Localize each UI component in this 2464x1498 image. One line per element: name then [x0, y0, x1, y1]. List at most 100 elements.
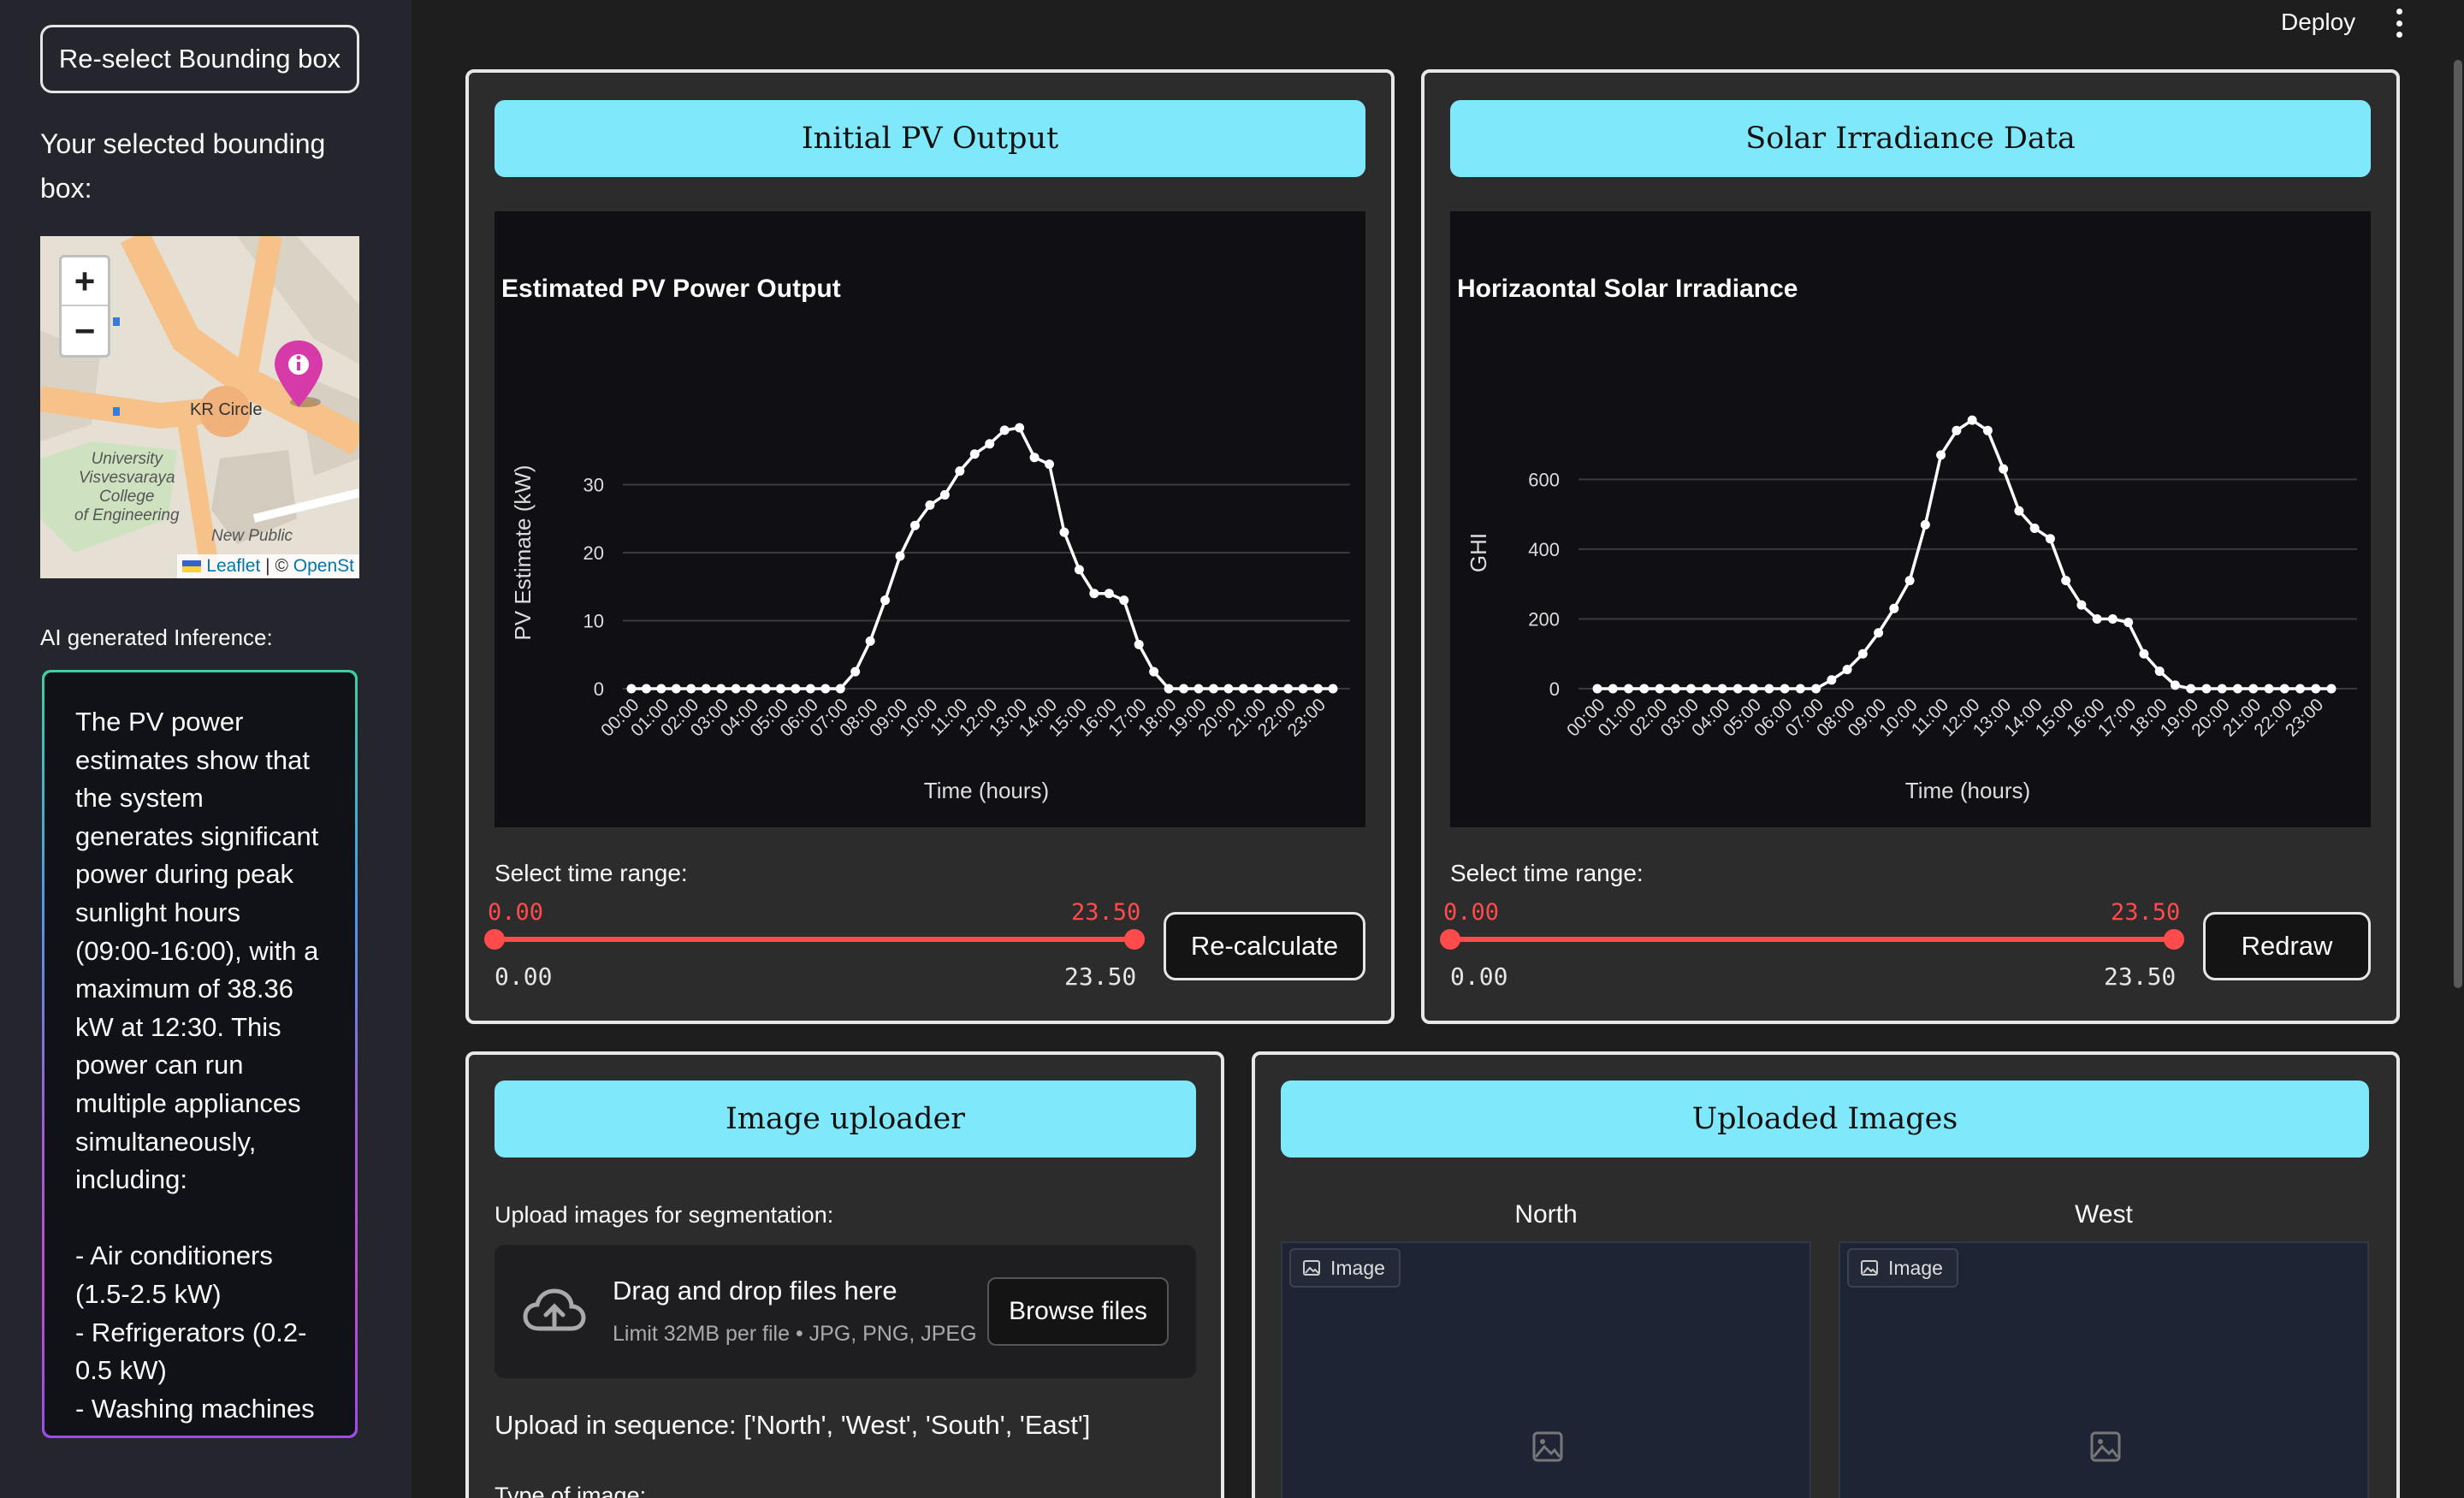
data-point[interactable]: [2311, 684, 2321, 694]
data-point[interactable]: [2123, 618, 2134, 628]
image-west[interactable]: Image: [1839, 1241, 2369, 1498]
irr-slider-low-thumb[interactable]: [1440, 929, 1460, 950]
data-point[interactable]: [1795, 684, 1805, 694]
data-point[interactable]: [2076, 600, 2087, 610]
pv-slider-track[interactable]: [495, 937, 1134, 942]
page-scrollbar[interactable]: [2454, 60, 2462, 988]
recalculate-button[interactable]: Re-calculate: [1164, 912, 1365, 980]
data-point[interactable]: [671, 684, 681, 694]
data-point[interactable]: [1328, 684, 1338, 694]
data-point[interactable]: [939, 489, 950, 500]
data-point[interactable]: [2295, 684, 2305, 694]
data-point[interactable]: [1119, 595, 1129, 606]
data-point[interactable]: [1074, 565, 1084, 575]
deploy-button[interactable]: Deploy: [2281, 9, 2356, 35]
data-point[interactable]: [1982, 425, 1993, 435]
data-point[interactable]: [1780, 684, 1790, 694]
data-point[interactable]: [1238, 684, 1248, 694]
ai-inference-text[interactable]: The PV power estimates show that the sys…: [44, 672, 355, 1436]
irradiance-chart[interactable]: Horizaontal Solar Irradiance 0 200 400 600 GH…: [1450, 211, 2371, 827]
data-point[interactable]: [2186, 684, 2196, 694]
data-point[interactable]: [2014, 506, 2024, 516]
data-point[interactable]: [2201, 684, 2212, 694]
data-point[interactable]: [1655, 684, 1665, 694]
data-point[interactable]: [1283, 684, 1294, 694]
reselect-bounding-box-button[interactable]: Re-select Bounding box: [40, 25, 359, 93]
data-point[interactable]: [1223, 684, 1234, 694]
data-point[interactable]: [1967, 415, 1977, 425]
data-point[interactable]: [1904, 576, 1915, 586]
data-point[interactable]: [2092, 613, 2102, 624]
data-point[interactable]: [1179, 684, 1189, 694]
data-point[interactable]: [1029, 453, 1040, 463]
data-point[interactable]: [969, 449, 980, 459]
data-point[interactable]: [909, 520, 920, 530]
data-point[interactable]: [2154, 666, 2165, 677]
data-point[interactable]: [2248, 684, 2259, 694]
data-point[interactable]: [1702, 684, 1712, 694]
data-point[interactable]: [1298, 684, 1308, 694]
data-point[interactable]: [1717, 684, 1727, 694]
data-point[interactable]: [1104, 589, 1114, 599]
data-point[interactable]: [1732, 684, 1743, 694]
data-point[interactable]: [1811, 684, 1821, 694]
data-point[interactable]: [1999, 464, 2009, 474]
irr-slider-track[interactable]: [1450, 937, 2174, 942]
browse-files-button[interactable]: Browse files: [987, 1277, 1169, 1346]
pv-slider-high-thumb[interactable]: [1124, 929, 1145, 950]
data-point[interactable]: [999, 425, 1010, 435]
data-point[interactable]: [1045, 459, 1055, 470]
data-point[interactable]: [1149, 666, 1159, 677]
data-point[interactable]: [1015, 423, 1025, 433]
redraw-button[interactable]: Redraw: [2203, 912, 2371, 980]
data-point[interactable]: [1686, 684, 1697, 694]
data-point[interactable]: [1827, 675, 1837, 685]
data-point[interactable]: [2279, 684, 2289, 694]
main-menu-icon[interactable]: [2392, 9, 2406, 38]
pv-chart[interactable]: Estimated PV Power Output 0 10 20 30 PV Estim…: [495, 211, 1365, 827]
data-point[interactable]: [1670, 684, 1680, 694]
data-point[interactable]: [791, 684, 801, 694]
data-point[interactable]: [2264, 684, 2274, 694]
data-point[interactable]: [2029, 523, 2040, 533]
pv-slider-low-thumb[interactable]: [484, 929, 505, 950]
data-point[interactable]: [1164, 684, 1174, 694]
data-point[interactable]: [2232, 684, 2242, 694]
map-marker-icon[interactable]: [271, 339, 326, 411]
osm-link[interactable]: OpenSt: [293, 556, 354, 576]
zoom-in-button[interactable]: +: [62, 258, 108, 306]
data-point[interactable]: [2170, 680, 2180, 690]
data-point[interactable]: [1608, 684, 1618, 694]
data-point[interactable]: [895, 551, 905, 561]
data-point[interactable]: [716, 684, 726, 694]
data-point[interactable]: [1857, 648, 1868, 659]
data-point[interactable]: [686, 684, 696, 694]
data-point[interactable]: [1874, 628, 1884, 638]
data-point[interactable]: [985, 439, 995, 449]
data-point[interactable]: [1313, 684, 1324, 694]
data-point[interactable]: [925, 500, 935, 510]
leaflet-link[interactable]: Leaflet: [206, 556, 261, 576]
data-point[interactable]: [701, 684, 711, 694]
data-point[interactable]: [775, 684, 785, 694]
ai-inference-box[interactable]: The PV power estimates show that the sys…: [42, 670, 358, 1438]
data-point[interactable]: [1592, 684, 1602, 694]
file-dropzone[interactable]: Drag and drop files here Limit 32MB per …: [495, 1245, 1196, 1378]
data-point[interactable]: [805, 684, 815, 694]
data-point[interactable]: [1089, 589, 1099, 599]
data-point[interactable]: [865, 636, 875, 646]
data-point[interactable]: [1059, 527, 1069, 537]
data-point[interactable]: [1624, 684, 1634, 694]
data-point[interactable]: [1208, 684, 1218, 694]
data-point[interactable]: [1764, 684, 1774, 694]
irr-slider-high-thumb[interactable]: [2164, 929, 2184, 950]
data-point[interactable]: [1268, 684, 1278, 694]
data-point[interactable]: [1194, 684, 1204, 694]
data-point[interactable]: [626, 684, 637, 694]
data-point[interactable]: [1842, 665, 1852, 675]
data-point[interactable]: [1749, 684, 1759, 694]
bounding-box-map[interactable]: + − KR Circle University Visvesvaraya Co…: [40, 236, 359, 578]
data-point[interactable]: [656, 684, 666, 694]
data-point[interactable]: [2326, 684, 2337, 694]
data-point[interactable]: [1920, 519, 1930, 530]
